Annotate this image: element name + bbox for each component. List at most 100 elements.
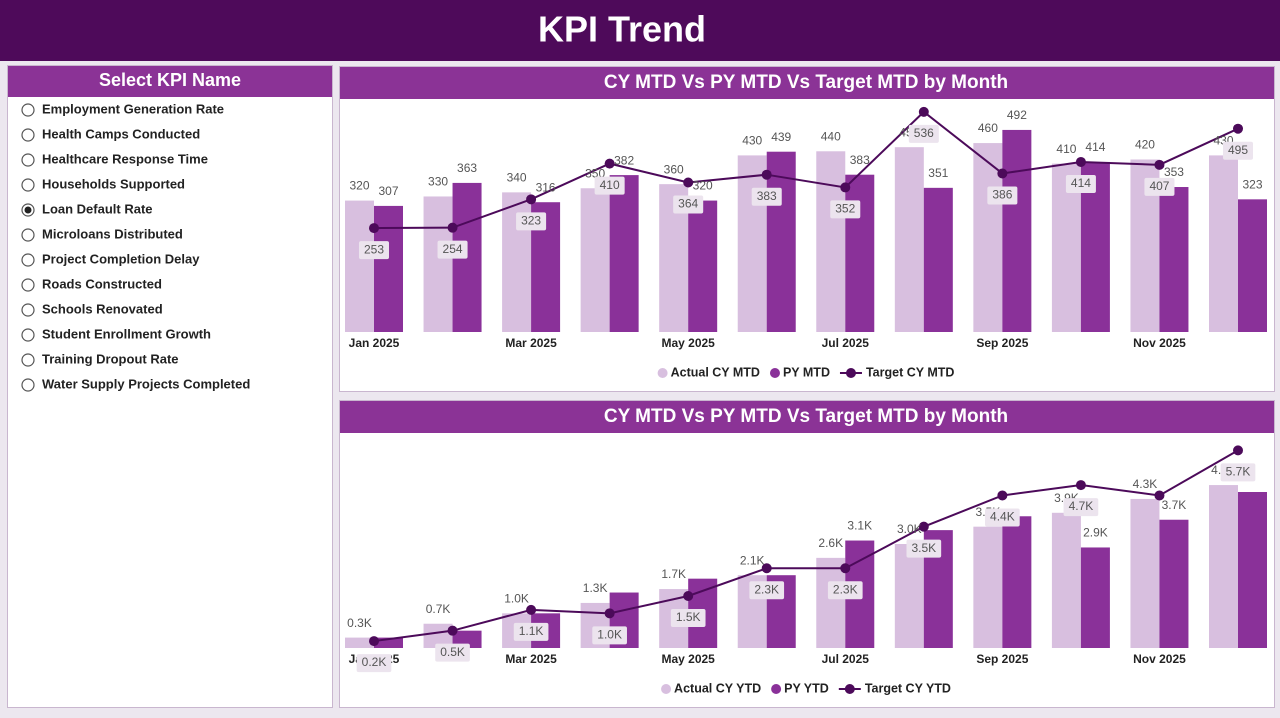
- radio-button[interactable]: [21, 253, 35, 267]
- slicer-item-label[interactable]: Student Enrollment Growth: [42, 326, 211, 341]
- x-tick-label: Jan 2025: [349, 336, 400, 350]
- data-label: 2.3K: [833, 582, 858, 596]
- slicer-item[interactable]: Project Completion Delay: [21, 251, 200, 267]
- data-label: 414: [1071, 176, 1091, 190]
- slicer-item[interactable]: Healthcare Response Time: [21, 151, 208, 167]
- slicer-item-label[interactable]: Roads Constructed: [42, 276, 162, 291]
- slicer-item-label[interactable]: Healthcare Response Time: [42, 151, 208, 166]
- data-label: 360: [664, 162, 684, 176]
- data-label: 3.1K: [847, 519, 872, 533]
- data-label-box: [1065, 174, 1096, 193]
- slicer-item[interactable]: Microloans Distributed: [21, 226, 183, 242]
- slicer-item[interactable]: Health Camps Conducted: [21, 126, 200, 142]
- x-tick-label: Sep 2025: [976, 652, 1028, 666]
- data-label: 386: [992, 188, 1012, 202]
- data-label: 1.1K: [519, 624, 544, 638]
- data-label: 440: [821, 129, 841, 143]
- data-label-box: [830, 200, 861, 219]
- data-label: 3.7K: [1162, 498, 1187, 512]
- bar: [345, 637, 374, 648]
- bar: [1159, 187, 1189, 332]
- slicer-header: [8, 66, 332, 97]
- bar: [816, 557, 846, 648]
- radio-dot: [24, 206, 32, 214]
- slicer-item[interactable]: Loan Default Rate: [21, 201, 153, 217]
- slicer-item-label[interactable]: Training Dropout Rate: [42, 351, 179, 366]
- bar: [688, 200, 718, 332]
- slicer-item[interactable]: Water Supply Projects Completed: [21, 376, 250, 392]
- data-label: 316: [536, 180, 556, 194]
- slicer-item-label[interactable]: Schools Renovated: [42, 301, 163, 316]
- slicer-item-label[interactable]: Health Camps Conducted: [42, 126, 200, 141]
- bar: [1159, 519, 1189, 648]
- radio-button[interactable]: [21, 303, 35, 317]
- data-label-box: [437, 240, 468, 259]
- target-marker: [1075, 156, 1086, 167]
- bar: [1080, 547, 1110, 648]
- data-label: 4.7K: [1069, 499, 1094, 513]
- bar: [1051, 512, 1081, 648]
- data-label-box: [985, 508, 1020, 527]
- slicer-item-label[interactable]: Employment Generation Rate: [42, 101, 224, 116]
- data-label: 1.0K: [597, 628, 622, 642]
- slicer-item-label[interactable]: Project Completion Delay: [42, 251, 200, 266]
- bar: [345, 200, 374, 332]
- radio-button[interactable]: [21, 278, 35, 292]
- data-label: 2.1K: [740, 553, 765, 567]
- legend: Actual CY MTD PY MTD Target CY MTD: [657, 365, 954, 379]
- slicer-item-label[interactable]: Microloans Distributed: [42, 226, 183, 241]
- bar: [1002, 516, 1032, 648]
- radio-button[interactable]: [21, 378, 35, 392]
- data-label-box: [906, 539, 942, 558]
- bar: [1209, 485, 1238, 648]
- slicer-item[interactable]: Schools Renovated: [21, 301, 163, 317]
- bar: [845, 174, 875, 332]
- data-label: 536: [914, 126, 934, 140]
- slicer-item[interactable]: Employment Generation Rate: [21, 101, 224, 117]
- slicer-item-label[interactable]: Water Supply Projects Completed: [42, 376, 250, 391]
- data-label: 0.5K: [440, 645, 465, 659]
- data-label: 1.5K: [676, 610, 701, 624]
- data-label: 383: [850, 153, 870, 167]
- slicer-item[interactable]: Households Supported: [21, 176, 185, 192]
- chart-header: [340, 67, 1274, 99]
- radio-button[interactable]: [21, 153, 35, 167]
- x-tick-label: Mar 2025: [505, 652, 557, 666]
- data-label: 323: [521, 214, 541, 228]
- data-label: 414: [1085, 140, 1105, 154]
- data-label-box: [1220, 463, 1256, 482]
- data-label: 4.3K: [1133, 477, 1158, 491]
- data-label: 253: [364, 242, 384, 256]
- slicer-item-label[interactable]: Households Supported: [42, 176, 185, 191]
- data-label: 5.7K: [1226, 465, 1251, 479]
- slicer-item[interactable]: Student Enrollment Growth: [21, 326, 211, 342]
- x-tick-label: Nov 2025: [1133, 652, 1186, 666]
- radio-button[interactable]: [21, 178, 35, 192]
- slicer-item[interactable]: Roads Constructed: [21, 276, 162, 292]
- radio-button[interactable]: [21, 353, 35, 367]
- legend-swatch: [845, 368, 856, 378]
- data-label-box: [908, 124, 939, 143]
- radio-button[interactable]: [21, 128, 35, 142]
- radio-button[interactable]: [21, 228, 35, 242]
- data-label: 323: [1242, 178, 1262, 192]
- x-tick-label: May 2025: [661, 336, 715, 350]
- radio-button[interactable]: [21, 328, 35, 342]
- bar: [894, 147, 924, 332]
- data-label: 410: [1056, 142, 1076, 156]
- target-marker: [604, 608, 615, 619]
- data-label: 430: [742, 134, 762, 148]
- radio-button[interactable]: [21, 103, 35, 117]
- x-tick-label: Sep 2025: [976, 336, 1028, 350]
- chart-panel: [339, 400, 1275, 708]
- data-label: 0.7K: [426, 602, 451, 616]
- data-label: 1.3K: [583, 581, 608, 595]
- data-label: 1.7K: [661, 567, 686, 581]
- data-label: 3.0K: [897, 522, 922, 536]
- data-label: 439: [771, 130, 791, 144]
- slicer-item-label[interactable]: Loan Default Rate: [42, 201, 153, 216]
- slicer-item[interactable]: Training Dropout Rate: [21, 351, 179, 367]
- bar: [1002, 129, 1032, 332]
- bar: [1209, 155, 1238, 332]
